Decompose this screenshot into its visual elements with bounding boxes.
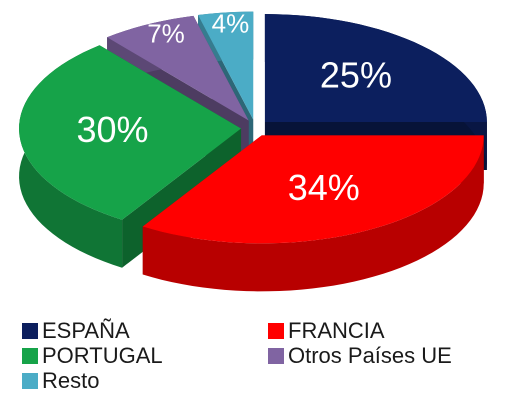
pie-slice [107,15,249,121]
legend-swatch [22,348,38,364]
legend-swatch [22,323,38,339]
pie-slice [19,45,242,220]
data-label: 7% [147,18,185,48]
data-label: 34% [288,167,360,208]
legend-swatch [22,373,38,389]
legend-swatch [268,323,284,339]
pie-side [142,135,484,292]
legend-label: FRANCIA [288,318,385,343]
legend-label: Resto [42,368,99,393]
legend-label: PORTUGAL [42,343,163,368]
pie-slice [198,11,254,120]
legend-label: ESPAÑA [42,318,130,343]
data-label: 30% [76,109,148,150]
data-label: 4% [212,9,250,39]
legend-swatch [268,348,284,364]
pie-slice [264,14,487,123]
pie-slice [142,135,484,244]
legend-label: Otros Países UE [288,343,452,368]
pie-tops [19,11,487,244]
data-label: 25% [320,54,392,95]
